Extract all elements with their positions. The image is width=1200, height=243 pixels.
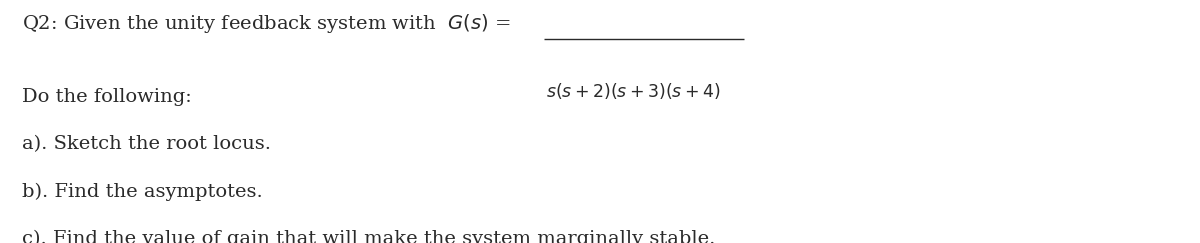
Text: $s(s+2)(s+3)(s+4)$: $s(s+2)(s+3)(s+4)$ <box>546 81 720 101</box>
Text: b). Find the asymptotes.: b). Find the asymptotes. <box>22 182 263 201</box>
Text: a). Sketch the root locus.: a). Sketch the root locus. <box>22 135 271 153</box>
Text: Q2: Given the unity feedback system with  $G(s)$ =: Q2: Given the unity feedback system with… <box>22 12 510 35</box>
Text: c). Find the value of gain that will make the system marginally stable.: c). Find the value of gain that will mak… <box>22 230 715 243</box>
Text: Do the following:: Do the following: <box>22 88 191 106</box>
